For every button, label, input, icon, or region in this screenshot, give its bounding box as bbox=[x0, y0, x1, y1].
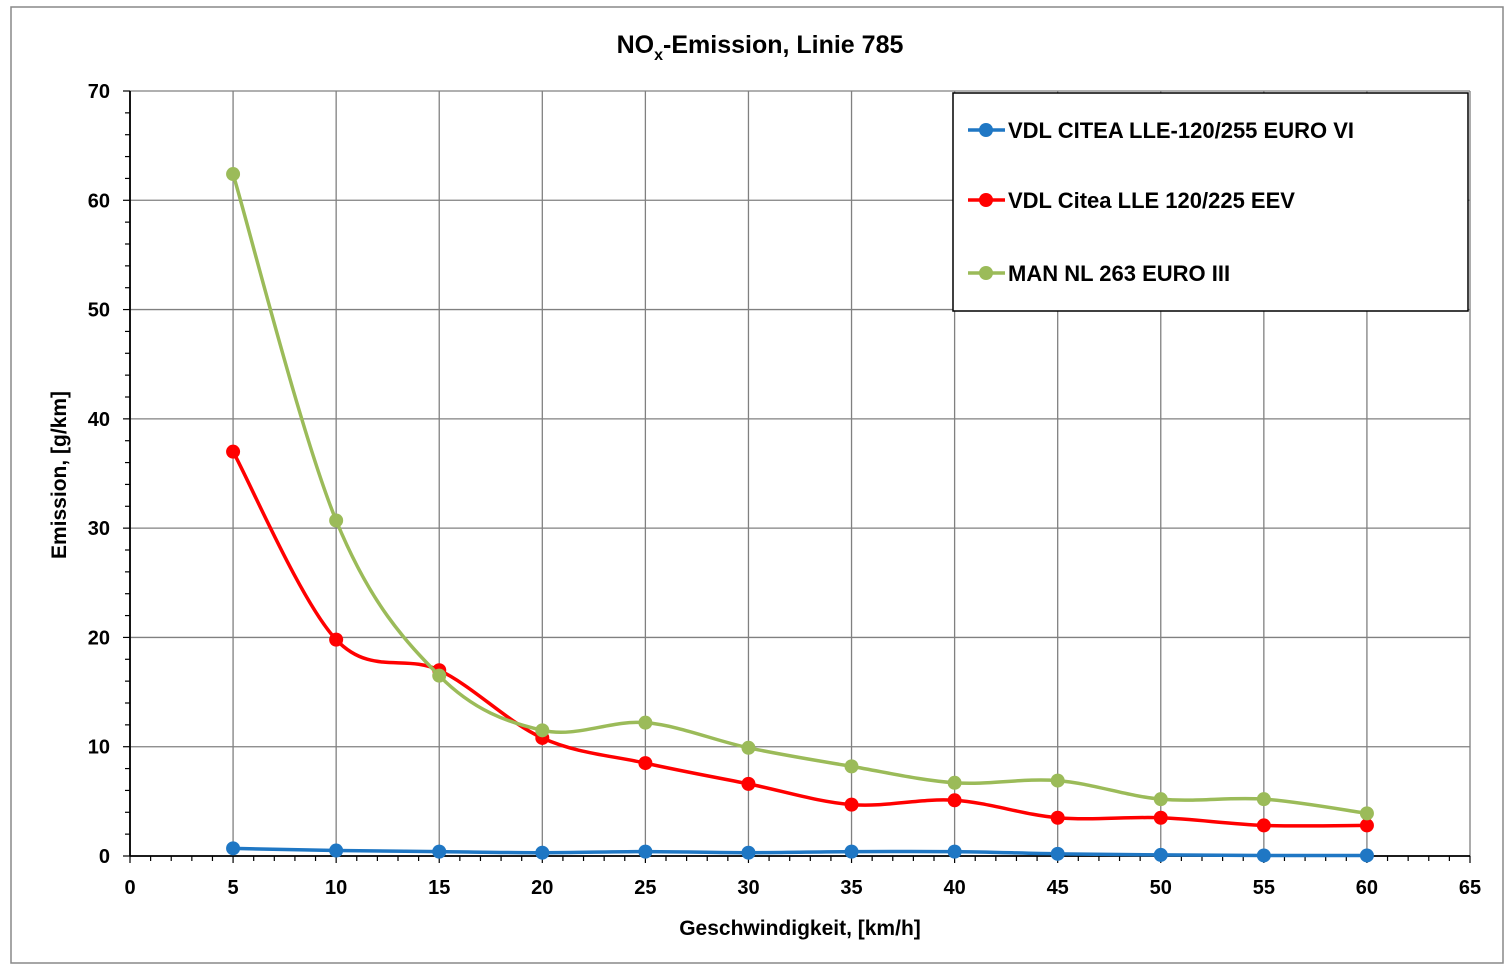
data-point-s1-x45 bbox=[1050, 846, 1065, 861]
y-tick-label-0: 0 bbox=[99, 846, 110, 868]
data-point-s1-x55 bbox=[1256, 848, 1271, 863]
data-point-s1-x30 bbox=[741, 845, 756, 860]
x-tick-label-10: 10 bbox=[325, 877, 347, 899]
data-point-s1-x35 bbox=[844, 844, 859, 859]
data-point-s1-x20 bbox=[535, 845, 550, 860]
data-point-s3-x20 bbox=[535, 723, 550, 738]
data-point-s3-x40 bbox=[947, 775, 962, 790]
data-point-s1-x25 bbox=[638, 844, 653, 859]
x-tick-label-20: 20 bbox=[531, 877, 553, 899]
legend-marker-2 bbox=[979, 193, 993, 207]
series-layer bbox=[226, 167, 1374, 863]
legend-label-1: VDL CITEA LLE-120/255 EURO VI bbox=[1008, 118, 1354, 143]
data-point-s2-x55 bbox=[1256, 818, 1271, 833]
data-point-s2-x50 bbox=[1153, 810, 1168, 825]
data-point-s2-x25 bbox=[638, 756, 653, 771]
y-tick-label-50: 50 bbox=[88, 300, 110, 322]
data-point-s1-x15 bbox=[432, 844, 447, 859]
data-point-s2-x35 bbox=[844, 797, 859, 812]
data-point-s2-x10 bbox=[329, 632, 344, 647]
y-tick-label-30: 30 bbox=[88, 518, 110, 540]
y-tick-label-10: 10 bbox=[88, 737, 110, 759]
x-tick-label-50: 50 bbox=[1150, 877, 1172, 899]
series-1 bbox=[226, 841, 1374, 863]
data-point-s3-x25 bbox=[638, 715, 653, 730]
legend: VDL CITEA LLE-120/255 EURO VI VDL Citea L… bbox=[952, 92, 1469, 312]
chart-title-suffix: -Emission, Linie 785 bbox=[663, 31, 903, 59]
legend-marker-3 bbox=[979, 266, 993, 280]
x-tick-label-35: 35 bbox=[840, 877, 862, 899]
x-tick-label-55: 55 bbox=[1253, 877, 1275, 899]
x-tick-label-0: 0 bbox=[124, 877, 135, 899]
series-3 bbox=[226, 167, 1374, 821]
data-point-s3-x60 bbox=[1359, 806, 1374, 821]
data-point-s3-x10 bbox=[329, 513, 344, 528]
data-point-s3-x15 bbox=[432, 668, 447, 683]
data-point-s3-x35 bbox=[844, 759, 859, 774]
data-point-s3-x5 bbox=[226, 167, 241, 182]
y-tick-label-60: 60 bbox=[88, 190, 110, 212]
data-point-s1-x50 bbox=[1153, 847, 1168, 862]
data-point-s2-x45 bbox=[1050, 810, 1065, 825]
x-tick-label-30: 30 bbox=[737, 877, 759, 899]
data-point-s1-x40 bbox=[947, 844, 962, 859]
x-tick-label-45: 45 bbox=[1047, 877, 1069, 899]
x-tick-label-25: 25 bbox=[634, 877, 656, 899]
legend-label-2: VDL Citea LLE 120/225 EEV bbox=[1008, 188, 1295, 213]
data-point-s2-x5 bbox=[226, 444, 241, 459]
legend-label-3: MAN NL 263 EURO III bbox=[1008, 261, 1230, 286]
data-point-s2-x60 bbox=[1359, 818, 1374, 833]
data-point-s3-x30 bbox=[741, 740, 756, 755]
data-point-s2-x30 bbox=[741, 776, 756, 791]
data-point-s1-x60 bbox=[1359, 848, 1374, 863]
y-tick-labels: 0 10 20 30 40 50 60 70 bbox=[88, 81, 110, 868]
data-point-s1-x10 bbox=[329, 843, 344, 858]
data-point-s2-x40 bbox=[947, 793, 962, 808]
x-tick-label-15: 15 bbox=[428, 877, 450, 899]
y-axis-title: Emission, [g/km] bbox=[48, 391, 71, 559]
legend-box bbox=[952, 92, 1469, 312]
legend-marker-1 bbox=[979, 123, 993, 137]
chart-title-subscript: x bbox=[654, 47, 663, 64]
data-point-s1-x5 bbox=[226, 841, 241, 856]
data-point-s3-x50 bbox=[1153, 792, 1168, 807]
y-tick-label-20: 20 bbox=[88, 627, 110, 649]
chart-title: NOx-Emission, Linie 785 bbox=[617, 31, 904, 64]
x-axis-title: Geschwindigkeit, [km/h] bbox=[679, 917, 921, 940]
data-point-s3-x55 bbox=[1256, 792, 1271, 807]
y-tick-label-40: 40 bbox=[88, 409, 110, 431]
series-line-1 bbox=[231, 846, 1369, 858]
chart-title-main: NO bbox=[617, 31, 655, 59]
data-point-s3-x45 bbox=[1050, 773, 1065, 788]
y-tick-label-70: 70 bbox=[88, 81, 110, 103]
x-tick-label-40: 40 bbox=[943, 877, 965, 899]
x-tick-label-60: 60 bbox=[1356, 877, 1378, 899]
x-tick-label-65: 65 bbox=[1459, 877, 1481, 899]
x-tick-labels: 0 5 10 15 20 25 30 35 40 45 50 55 60 65 bbox=[124, 877, 1481, 899]
x-tick-label-5: 5 bbox=[228, 877, 239, 899]
